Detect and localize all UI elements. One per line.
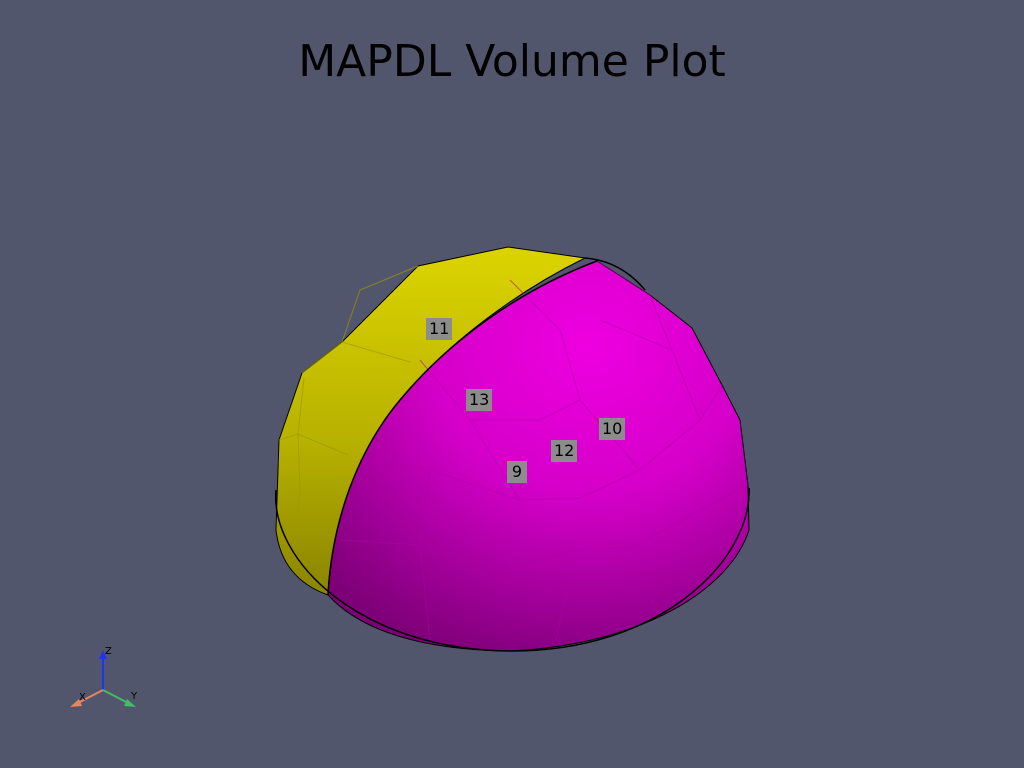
base-edge bbox=[275, 487, 750, 652]
yellow-facets bbox=[278, 265, 419, 541]
dividing-edge bbox=[327, 260, 598, 596]
volume-label-9: 9 bbox=[507, 461, 527, 483]
top-edge-arc bbox=[584, 257, 646, 291]
y-axis-line bbox=[102, 689, 131, 705]
volume-label-11: 11 bbox=[426, 318, 453, 340]
plot-title: MAPDL Volume Plot bbox=[298, 36, 726, 87]
y-axis-arrow bbox=[124, 699, 136, 707]
y-axis-label: Y bbox=[131, 691, 138, 702]
x-axis-line bbox=[75, 689, 104, 705]
z-axis-label: Z bbox=[105, 646, 112, 657]
x-axis-arrow bbox=[70, 699, 82, 707]
volume-label-12: 12 bbox=[551, 440, 578, 462]
volume-label-10: 10 bbox=[599, 418, 626, 440]
axes-triad bbox=[70, 650, 136, 707]
volume-label-13: 13 bbox=[466, 389, 493, 411]
magenta-facets bbox=[339, 260, 749, 646]
x-axis-label: X bbox=[79, 692, 86, 703]
z-axis-arrow bbox=[99, 650, 107, 659]
